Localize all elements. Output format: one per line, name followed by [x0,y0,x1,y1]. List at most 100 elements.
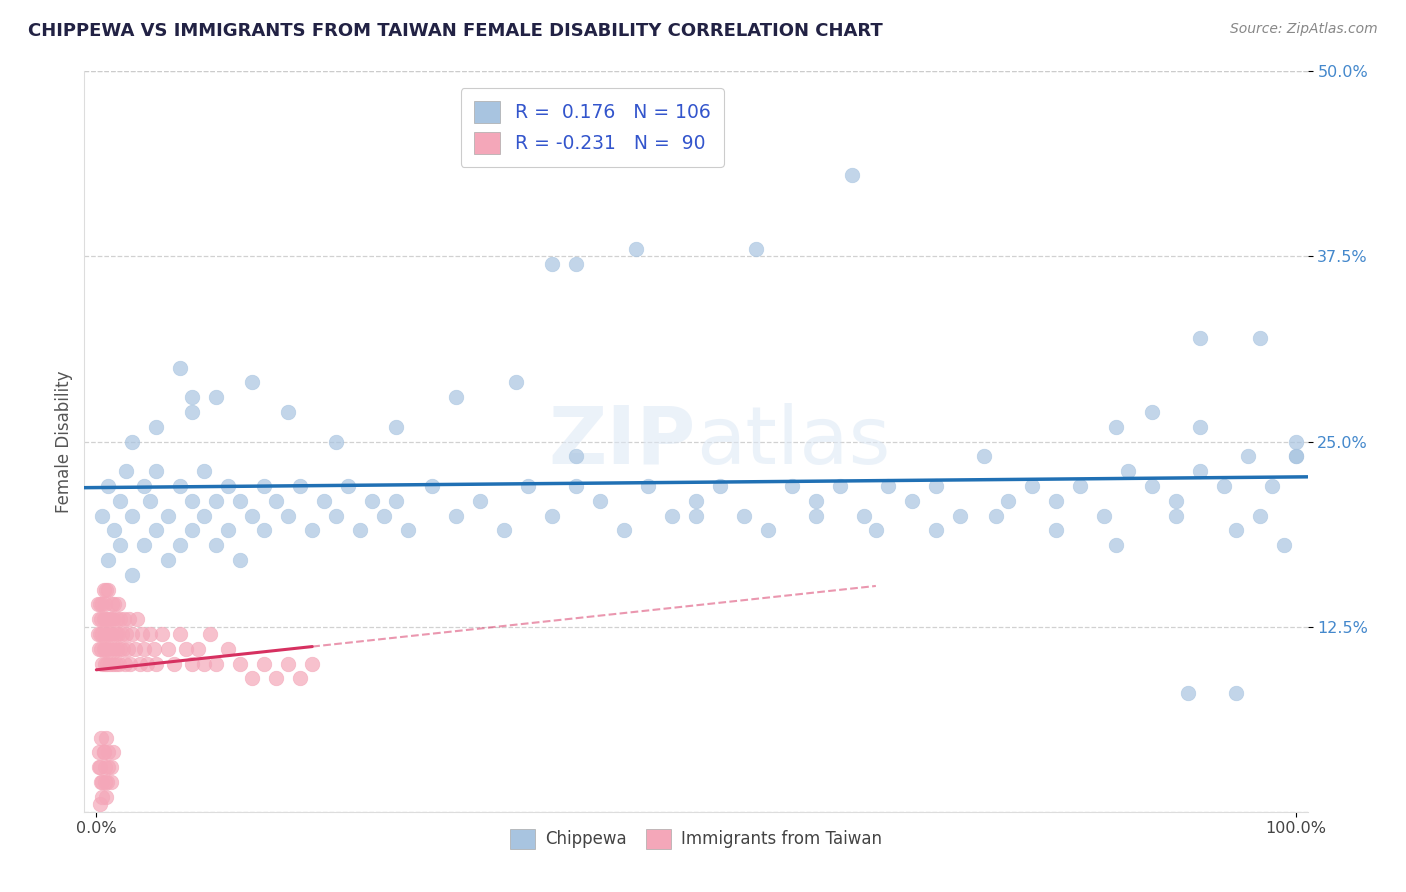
Point [110,538,132,552]
Point [89,598,111,612]
Point [1069,479,1091,493]
Point [290,479,312,493]
Point [104,627,127,641]
Point [217,479,239,493]
Point [87,760,110,774]
Point [86,598,108,612]
Point [101,612,124,626]
Point [925,524,948,538]
Point [253,657,276,671]
Point [181,390,204,404]
Point [110,641,132,656]
Point [349,524,371,538]
Point [134,641,156,656]
Point [420,479,443,493]
Point [240,376,263,390]
Point [1140,479,1163,493]
Point [205,538,228,552]
Point [98,627,121,641]
Point [94,789,117,804]
Point [104,657,127,671]
Point [494,524,516,538]
Point [121,434,143,449]
Point [949,508,972,523]
Point [229,493,252,508]
Point [301,524,323,538]
Point [901,493,924,508]
Point [1284,434,1306,449]
Point [97,582,120,597]
Point [217,524,239,538]
Point [107,627,129,641]
Point [804,493,827,508]
Point [1260,479,1282,493]
Point [205,657,228,671]
Point [565,450,588,464]
Point [565,257,588,271]
Point [101,657,124,671]
Point [865,524,887,538]
Point [780,479,803,493]
Point [110,493,132,508]
Point [121,508,143,523]
Point [264,493,287,508]
Point [139,493,162,508]
Point [589,493,612,508]
Point [100,641,122,656]
Point [193,464,215,478]
Point [804,508,827,523]
Point [828,479,851,493]
Point [93,582,115,597]
Point [181,524,204,538]
Point [997,493,1019,508]
Point [97,612,120,626]
Point [96,627,118,641]
Point [103,524,125,538]
Point [1045,524,1067,538]
Point [94,731,117,745]
Point [145,657,167,671]
Point [157,641,180,656]
Point [97,641,120,656]
Point [1188,331,1211,345]
Point [205,493,228,508]
Point [852,508,875,523]
Point [105,641,128,656]
Point [264,672,287,686]
Text: ZIP: ZIP [548,402,696,481]
Point [145,419,167,434]
Point [1284,450,1306,464]
Point [114,657,136,671]
Point [205,390,228,404]
Point [103,641,125,656]
Point [1021,479,1043,493]
Point [1105,538,1128,552]
Point [325,434,347,449]
Point [169,538,191,552]
Point [91,598,114,612]
Point [565,479,588,493]
Point [661,508,683,523]
Point [1164,508,1187,523]
Point [200,627,222,641]
Point [385,419,408,434]
Point [685,493,707,508]
Point [97,760,120,774]
Point [94,641,117,656]
Point [541,508,564,523]
Point [101,746,124,760]
Point [1236,450,1258,464]
Point [86,627,108,641]
Point [93,641,115,656]
Point [385,493,408,508]
Point [1188,464,1211,478]
Point [277,405,299,419]
Point [108,657,131,671]
Point [98,657,121,671]
Point [97,746,120,760]
Point [169,627,191,641]
Point [117,641,139,656]
Point [110,612,132,626]
Point [157,553,180,567]
Point [169,479,191,493]
